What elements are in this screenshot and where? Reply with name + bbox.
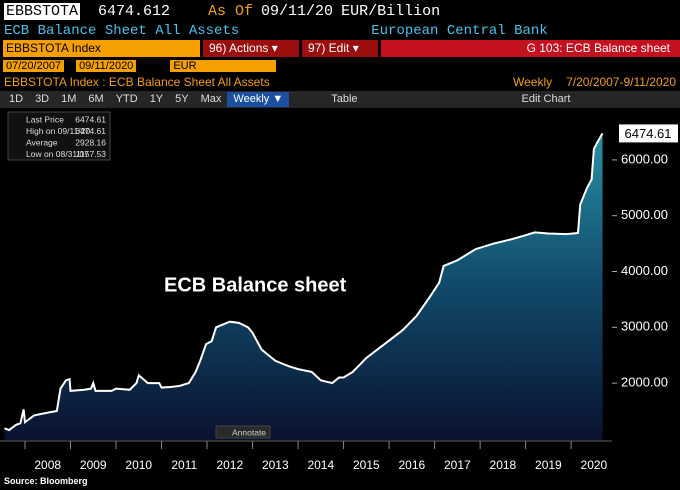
actions-menu[interactable]: 96) Actions ▾ — [203, 40, 299, 57]
x-tick-label: 2010 — [125, 458, 152, 472]
x-tick-label: 2015 — [353, 458, 380, 472]
page-title: G 103: ECB Balance sheet — [381, 40, 680, 57]
x-tick-label: 2012 — [216, 458, 243, 472]
period-button[interactable]: 3D — [35, 93, 50, 105]
name-row: ECB Balance Sheet All Assets European Ce… — [0, 22, 680, 39]
period-button[interactable]: Max — [200, 93, 222, 105]
edit-menu[interactable]: 97) Edit ▾ — [302, 40, 378, 57]
stat-value: 6474.61 — [75, 114, 106, 124]
unit: EUR/Billion — [341, 2, 441, 20]
header-row: EBBSTOTA 6474.612 As Of 09/11/20 EUR/Bil… — [0, 0, 680, 22]
stat-label: Average — [26, 137, 58, 147]
currency-field[interactable]: EUR — [170, 60, 277, 72]
y-tick-label: 4000.00 — [621, 263, 668, 278]
security-field[interactable]: EBBSTOTA Index — [3, 40, 200, 57]
stat-label: Last Price — [26, 114, 64, 124]
period-button[interactable]: 5Y — [175, 93, 189, 105]
last-price-label: 6474.61 — [625, 126, 672, 141]
stat-value: 1157.53 — [76, 149, 106, 159]
subtitle: EBBSTOTA Index : ECB Balance Sheet All A… — [4, 75, 270, 89]
y-tick-label: 2000.00 — [621, 375, 668, 390]
stat-label: High on 09/11/20 — [26, 126, 90, 136]
x-tick-label: 2009 — [80, 458, 107, 472]
annotate-button[interactable] — [215, 425, 271, 439]
x-tick-label: 2014 — [307, 458, 334, 472]
as-of-label: As Of — [208, 2, 254, 20]
area — [4, 133, 603, 440]
frequency-label: Weekly — [513, 75, 553, 89]
end-date[interactable]: 09/11/2020 — [76, 60, 137, 72]
x-tick-label: 2019 — [535, 458, 562, 472]
start-date[interactable]: 07/20/2007 — [3, 60, 65, 72]
annotation: ECB Balance sheet — [164, 274, 347, 296]
x-tick-label: 2020 — [581, 458, 608, 472]
command-row: EBBSTOTA Index 96) Actions ▾ 97) Edit ▾ … — [0, 40, 680, 57]
header-value: 6474.612 — [98, 2, 171, 20]
subtitle-row: EBBSTOTA Index : ECB Balance Sheet All A… — [0, 74, 680, 90]
x-tick-label: 2017 — [444, 458, 471, 472]
x-tick-label: 2016 — [398, 458, 425, 472]
x-tick-label: 2013 — [262, 458, 289, 472]
table-button[interactable]: Table — [331, 93, 358, 105]
as-of-date: 09/11/20 — [261, 2, 334, 20]
period-label: 7/20/2007-9/11/2020 — [566, 75, 676, 89]
toolbar: 1D 3D 1M 6M YTD 1Y 5Y Max Weekly ▼ Table Edit C… — [0, 91, 680, 108]
stats-box — [7, 111, 111, 161]
range-row: 07/20/2007 09/11/2020 EUR — [0, 58, 680, 74]
period-button[interactable]: 1D — [9, 93, 24, 105]
frequency-button[interactable]: Weekly ▼ — [227, 92, 290, 107]
y-tick-label: 3000.00 — [621, 319, 668, 334]
stat-value: 6474.61 — [75, 126, 106, 136]
line — [4, 132, 604, 432]
stat-label: Low on 08/31/07 — [26, 149, 89, 159]
period-button[interactable]: 6M — [88, 93, 104, 105]
x-tick-label: 2008 — [34, 458, 61, 472]
period-button[interactable]: 1Y — [149, 93, 164, 105]
series-name: ECB Balance Sheet All Assets — [4, 22, 240, 39]
stat-value: 2928.16 — [75, 137, 106, 147]
source-org: European Central Bank — [371, 22, 548, 39]
y-tick-label: 6000.00 — [621, 151, 668, 166]
x-tick-label: 2018 — [490, 458, 517, 472]
y-tick-label: 5000.00 — [621, 207, 668, 222]
ticker: EBBSTOTA — [4, 2, 81, 20]
source: Source: Bloomberg — [4, 476, 88, 486]
x-tick-label: 2011 — [171, 458, 197, 472]
last-price-box — [619, 124, 678, 143]
chart: ECB Balance sheet Last Price 6474.61High … — [0, 111, 678, 472]
period-button[interactable]: 1M — [61, 93, 77, 105]
period-button[interactable]: YTD — [115, 93, 138, 105]
edit-chart-button[interactable]: Edit Chart — [521, 93, 571, 105]
annotate-label: Annotate — [232, 427, 266, 437]
period-buttons: 1D 3D 1M 6M YTD 1Y 5Y Max — [3, 92, 227, 107]
